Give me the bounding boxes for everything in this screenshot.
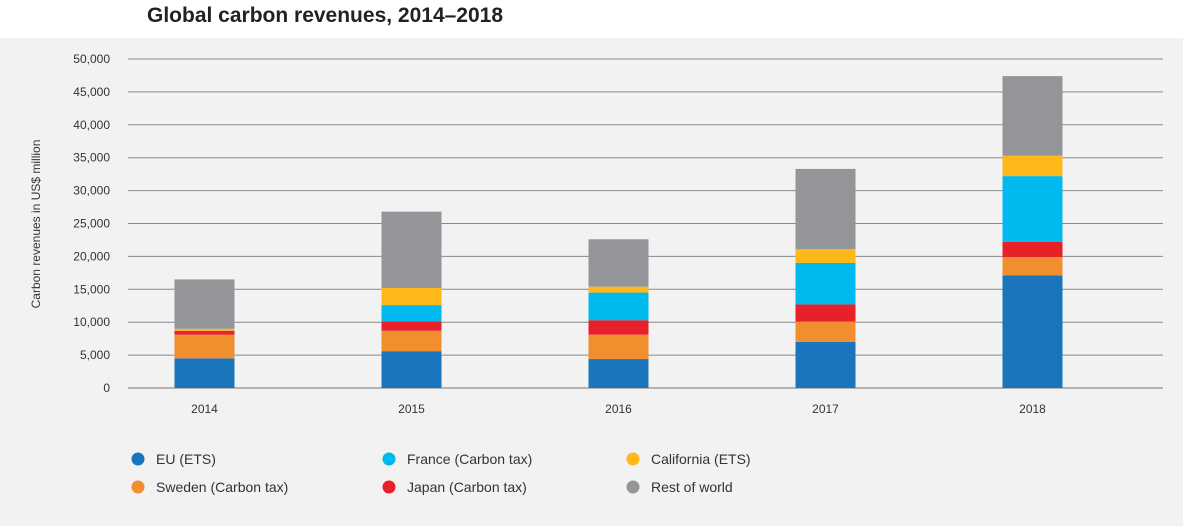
legend-label: Rest of world	[651, 479, 733, 495]
bar-segment	[1002, 257, 1063, 276]
x-tick-label: 2014	[191, 402, 218, 416]
x-tick-label: 2016	[605, 402, 632, 416]
bar-segment	[795, 341, 856, 388]
bar-segment	[1002, 76, 1063, 156]
y-tick-label: 5,000	[80, 348, 110, 362]
bar-segment	[381, 330, 442, 352]
bar-segment	[588, 359, 649, 388]
y-tick-label: 40,000	[73, 118, 110, 132]
y-tick-label: 15,000	[73, 282, 110, 296]
legend-label: Sweden (Carbon tax)	[156, 479, 288, 495]
bar-segment	[174, 334, 235, 359]
y-tick-label: 35,000	[73, 151, 110, 165]
bar-segment	[795, 249, 856, 263]
bar-segment	[381, 211, 442, 288]
bar-segment	[381, 287, 442, 306]
legend-label: EU (ETS)	[156, 451, 216, 467]
y-tick-label: 30,000	[73, 184, 110, 198]
legend: EU (ETS) France (Carbon tax) California (E…	[131, 451, 751, 495]
bar-segment	[174, 330, 235, 335]
bar-segment	[588, 292, 649, 321]
legend-label: France (Carbon tax)	[407, 451, 532, 467]
y-tick-label: 0	[103, 381, 110, 395]
bar-segment	[174, 279, 235, 329]
bar-segment	[381, 305, 442, 322]
legend-label: California (ETS)	[651, 451, 751, 467]
legend-label: Japan (Carbon tax)	[407, 479, 527, 495]
bar-segment	[588, 334, 649, 360]
x-tick-label: 2017	[812, 402, 839, 416]
legend-marker	[382, 452, 396, 466]
bar-segment	[174, 328, 235, 331]
bars	[174, 76, 1063, 388]
y-tick-label: 20,000	[73, 249, 110, 263]
legend-marker	[131, 452, 145, 466]
y-tick-label: 10,000	[73, 315, 110, 329]
bar-segment	[1002, 155, 1063, 177]
x-tick-label: 2018	[1019, 402, 1046, 416]
y-tick-labels: 0 5,000 10,000 15,000 20,000 25,000 30,000 35,0…	[73, 52, 110, 395]
bar-segment	[381, 321, 442, 331]
bar-segment	[588, 286, 649, 293]
bar-segment	[174, 358, 235, 388]
bar-segment	[588, 320, 649, 335]
y-axis-label: Carbon revenues in US$ million	[29, 140, 43, 309]
bar-segment	[795, 304, 856, 322]
y-tick-label: 25,000	[73, 217, 110, 231]
chart-title: Global carbon revenues, 2014–2018	[147, 4, 504, 27]
legend-marker	[382, 480, 396, 494]
bar-segment	[588, 239, 649, 287]
bar-segment	[795, 262, 856, 305]
bar-segment	[1002, 241, 1063, 258]
legend-marker	[626, 452, 640, 466]
x-tick-label: 2015	[398, 402, 425, 416]
bar-segment	[795, 321, 856, 342]
legend-marker	[626, 480, 640, 494]
bar-segment	[381, 351, 442, 388]
bar-segment	[1002, 176, 1063, 242]
bar-segment	[1002, 275, 1063, 388]
bar-segment	[795, 168, 856, 250]
x-tick-labels: 2014 2015 2016 2017 2018	[191, 402, 1046, 416]
y-tick-label: 50,000	[73, 52, 110, 66]
y-tick-label: 45,000	[73, 85, 110, 99]
legend-marker	[131, 480, 145, 494]
